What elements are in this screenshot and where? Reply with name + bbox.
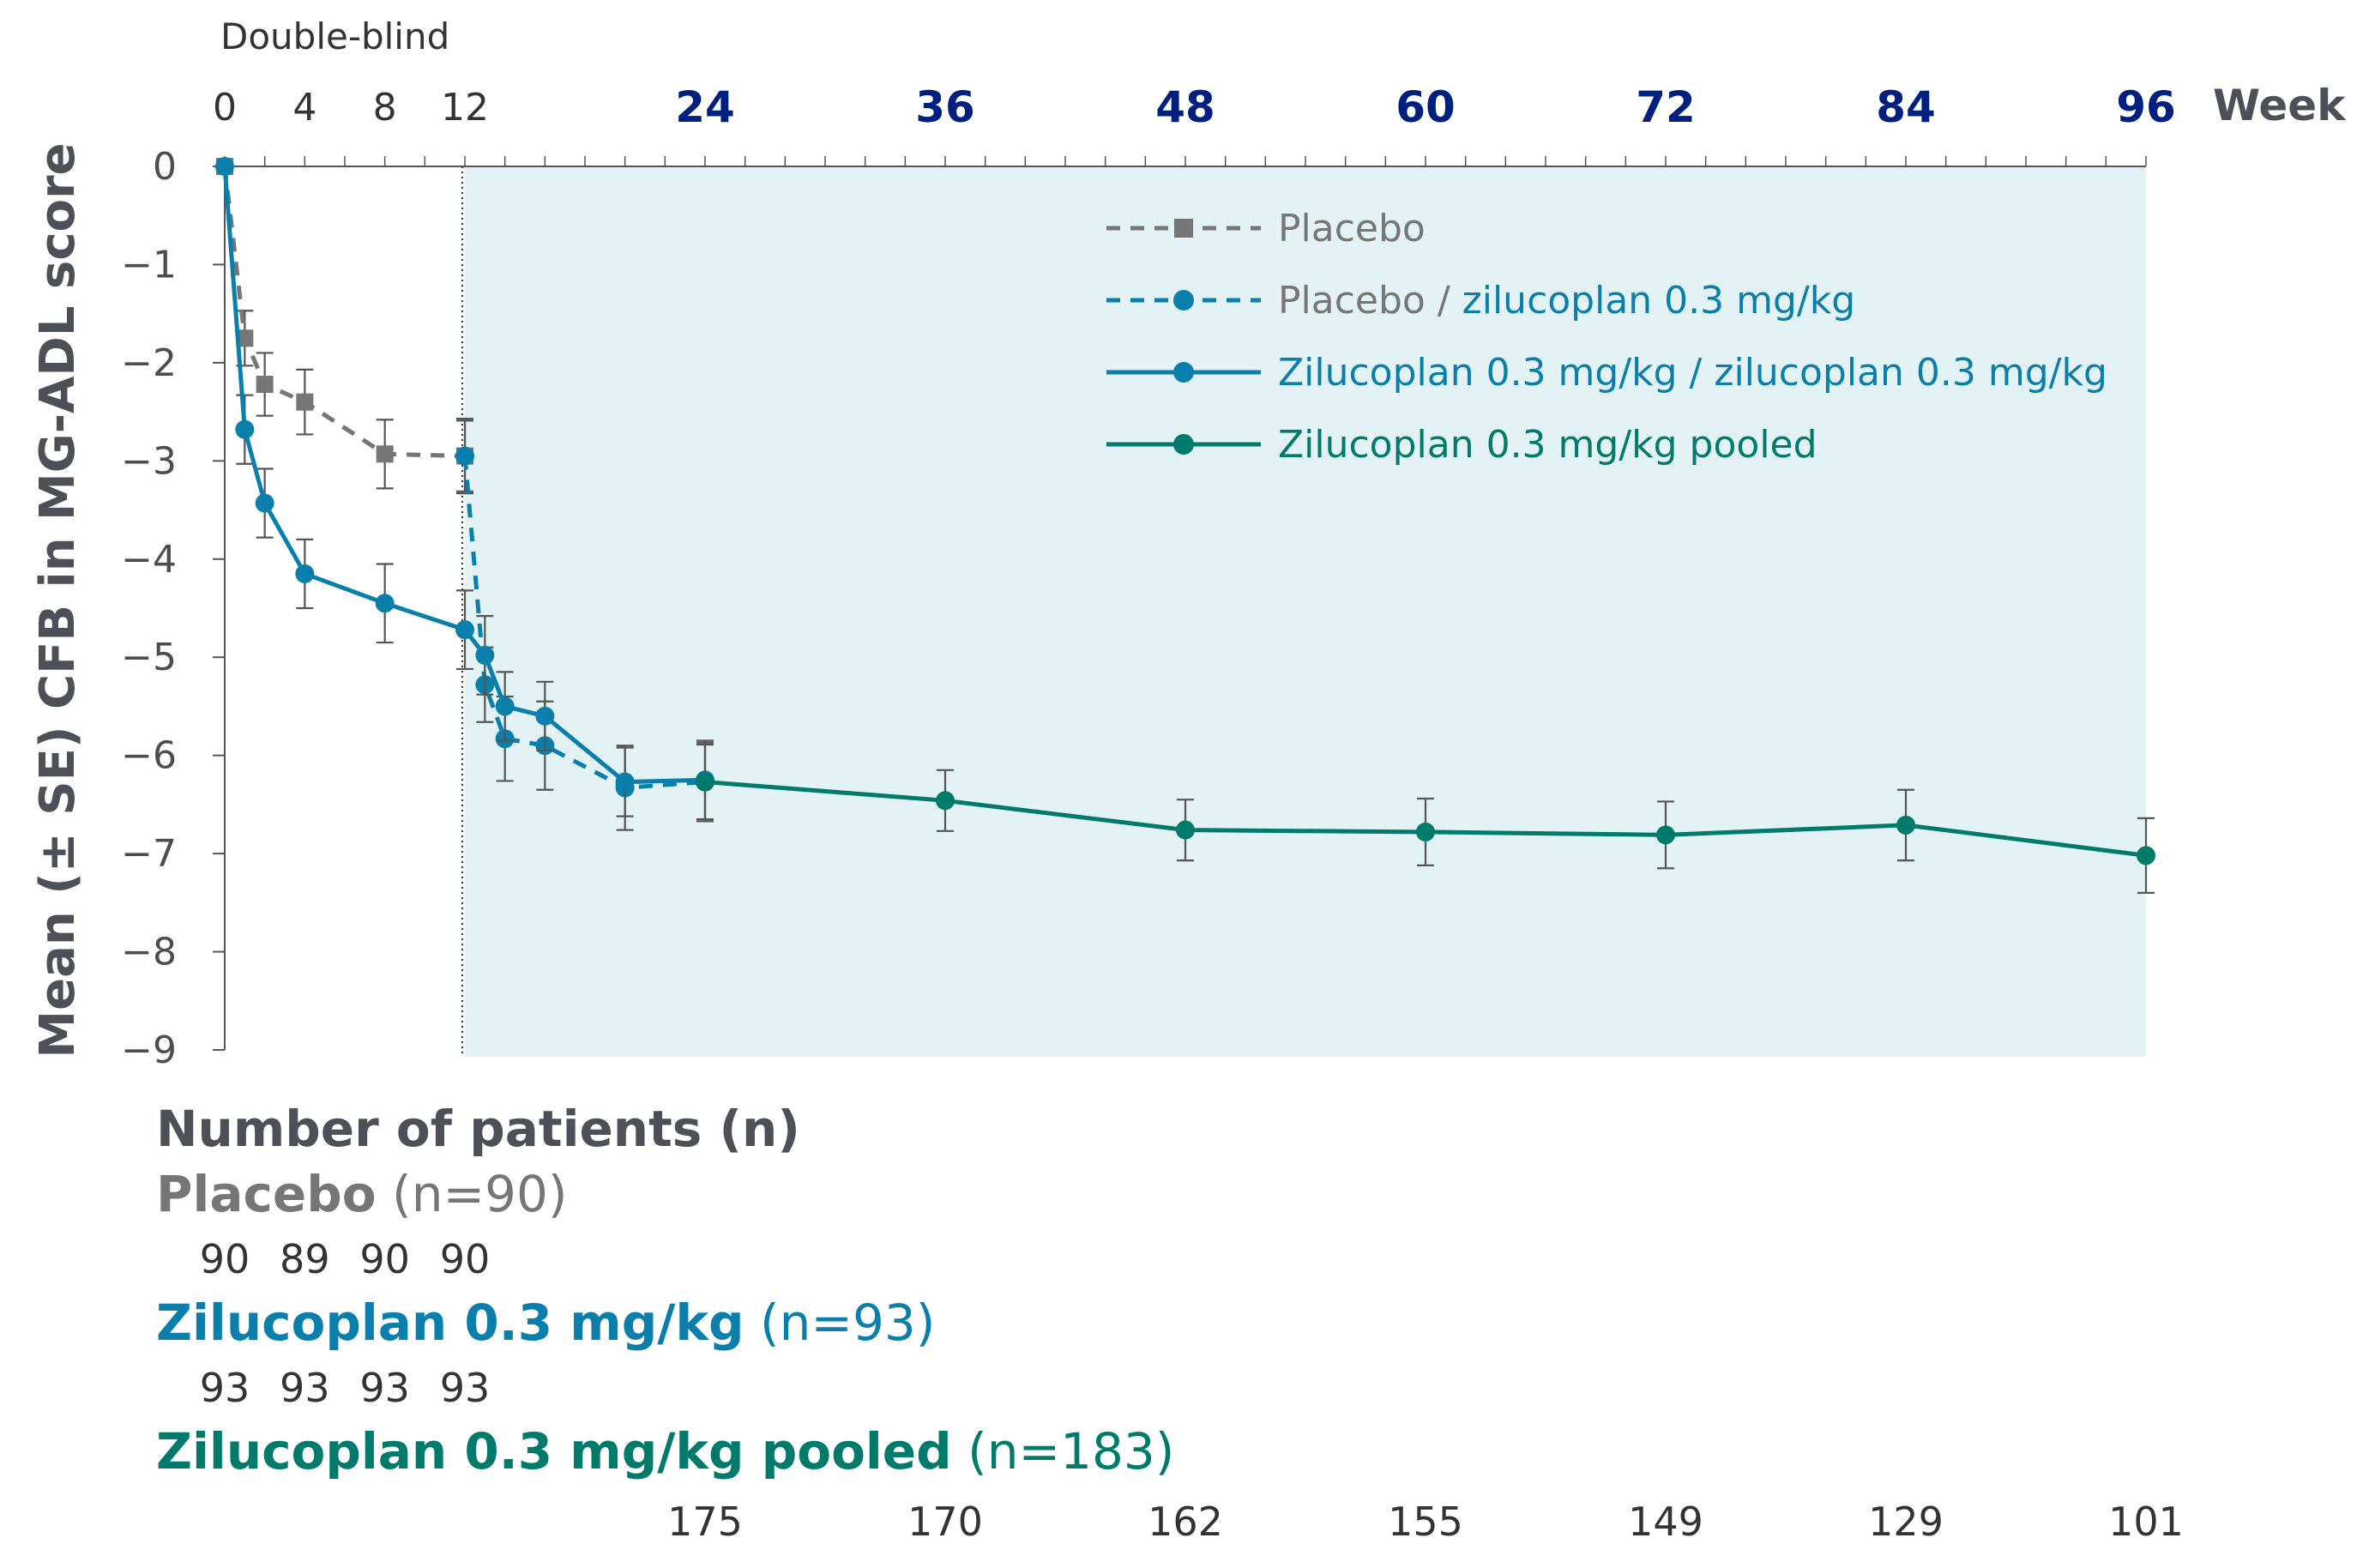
data-point [1656, 825, 1675, 845]
legend-item-placebo_zilu: Placebo / zilucoplan 0.3 mg/kg [1106, 279, 1855, 323]
x-tick-label-bold: 48 [1155, 82, 1215, 132]
data-point [375, 594, 395, 613]
data-point [455, 446, 474, 466]
x-tick-label: 12 [441, 86, 489, 130]
legend-label-part: Placebo [1278, 279, 1426, 323]
series-line [222, 166, 466, 459]
legend-marker [1173, 362, 1194, 383]
data-point [696, 772, 714, 792]
patients-row-label: Placebo (n=90) [156, 1165, 567, 1223]
patients-row-n: (n=90) [377, 1165, 568, 1223]
legend-item-pooled: Zilucoplan 0.3 mg/kg pooled [1106, 423, 1817, 467]
x-tick-label-bold: 84 [1876, 82, 1936, 132]
legend-marker [1173, 434, 1194, 455]
legend-marker [1174, 219, 1193, 238]
patients-count: 93 [440, 1365, 491, 1411]
patients-count: 175 [667, 1499, 743, 1545]
patients-table: Number of patients (n) Placebo (n=90) 90 89… [156, 1100, 2184, 1545]
patients-count: 155 [1388, 1499, 1463, 1545]
patients-row-n: (n=93) [744, 1294, 936, 1352]
x-tick-label-bold: 36 [915, 82, 975, 132]
series-layer [215, 157, 2155, 894]
data-point [2137, 846, 2155, 865]
patients-count: 90 [440, 1236, 491, 1282]
patients-count: 101 [2108, 1499, 2184, 1545]
data-point [236, 329, 254, 347]
patients-count: 170 [907, 1499, 983, 1545]
x-tick-label-bold: 96 [2116, 82, 2176, 132]
data-point [296, 393, 314, 411]
patients-row-name: Zilucoplan 0.3 mg/kg pooled [156, 1422, 952, 1481]
y-tick-label: −2 [121, 341, 177, 385]
double-blind-label: Double-blind [220, 15, 449, 57]
patients-row-label: Zilucoplan 0.3 mg/kg (n=93) [156, 1294, 935, 1352]
data-point [495, 697, 515, 716]
axes: 0−1−2−3−4−5−6−7−8−90 4 8 12 24 36 48 60 72 84 96 [121, 82, 2176, 1072]
legend-label: Placebo [1278, 207, 1426, 250]
data-point [1416, 822, 1435, 841]
patients-count: 93 [200, 1365, 250, 1411]
patients-row-label: Zilucoplan 0.3 mg/kg pooled (n=183) [156, 1422, 1174, 1481]
legend-marker [1173, 290, 1194, 311]
y-tick-label: −8 [121, 931, 177, 974]
data-point [295, 564, 315, 583]
legend-item-zilu_zilu: Zilucoplan 0.3 mg/kg / zilucoplan 0.3 mg… [1106, 351, 2107, 395]
week-axis-unit-label: Week [2213, 81, 2347, 130]
y-tick-label: −9 [121, 1028, 177, 1072]
data-point [615, 772, 635, 792]
data-point [256, 376, 274, 394]
patients-count: 93 [280, 1365, 330, 1411]
data-point [535, 706, 555, 726]
data-point [455, 620, 474, 640]
x-tick-label-bold: 72 [1636, 82, 1696, 132]
y-axis-label: Mean (± SE) CFB in MG-ADL score [30, 142, 86, 1058]
patients-count: 129 [1868, 1499, 1944, 1545]
series-placebo [216, 158, 473, 492]
data-point [1176, 820, 1195, 840]
data-point [1896, 815, 1915, 835]
patients-row-n: (n=183) [952, 1422, 1175, 1481]
patients-count: 89 [280, 1236, 330, 1282]
y-tick-label: −1 [121, 243, 177, 286]
patients-count: 90 [359, 1236, 410, 1282]
patients-count: 93 [359, 1365, 410, 1411]
legend-item-placebo: Placebo [1106, 207, 1426, 250]
x-tick-label-bold: 60 [1395, 82, 1456, 132]
legend-label: Zilucoplan 0.3 mg/kg / zilucoplan 0.3 mg… [1278, 351, 2107, 395]
y-tick-label: −5 [121, 636, 177, 679]
data-point [255, 493, 274, 513]
data-point [235, 419, 255, 439]
open-label-shaded-region [465, 166, 2146, 1057]
y-tick-label: −3 [121, 439, 177, 483]
data-point [376, 445, 394, 463]
data-point [936, 791, 955, 811]
patients-row-name: Zilucoplan 0.3 mg/kg [156, 1294, 744, 1352]
x-tick-label-bold: 24 [675, 82, 735, 132]
patients-row-name: Placebo [156, 1165, 377, 1223]
y-tick-label: 0 [153, 145, 177, 189]
legend-label-part: zilucoplan 0.3 mg/kg [1462, 279, 1856, 323]
legend-label: Zilucoplan 0.3 mg/kg pooled [1278, 423, 1817, 467]
y-tick-label: −6 [121, 734, 177, 778]
x-tick-label: 8 [373, 86, 397, 130]
series-zilu_zilu [215, 157, 714, 821]
patients-count: 162 [1148, 1499, 1223, 1545]
y-tick-label: −7 [121, 832, 177, 876]
x-tick-label: 4 [292, 86, 316, 130]
x-tick-label: 0 [213, 86, 237, 130]
legend-label-part: / [1426, 279, 1462, 323]
patients-count: 90 [200, 1236, 250, 1282]
data-point [475, 645, 495, 665]
series-pooled [696, 743, 2155, 894]
y-tick-label: −4 [121, 538, 177, 582]
patients-table-heading: Number of patients (n) [156, 1100, 800, 1158]
legend-label: Placebo / zilucoplan 0.3 mg/kg [1278, 279, 1855, 323]
data-point [215, 157, 234, 176]
patients-count: 149 [1628, 1499, 1703, 1545]
